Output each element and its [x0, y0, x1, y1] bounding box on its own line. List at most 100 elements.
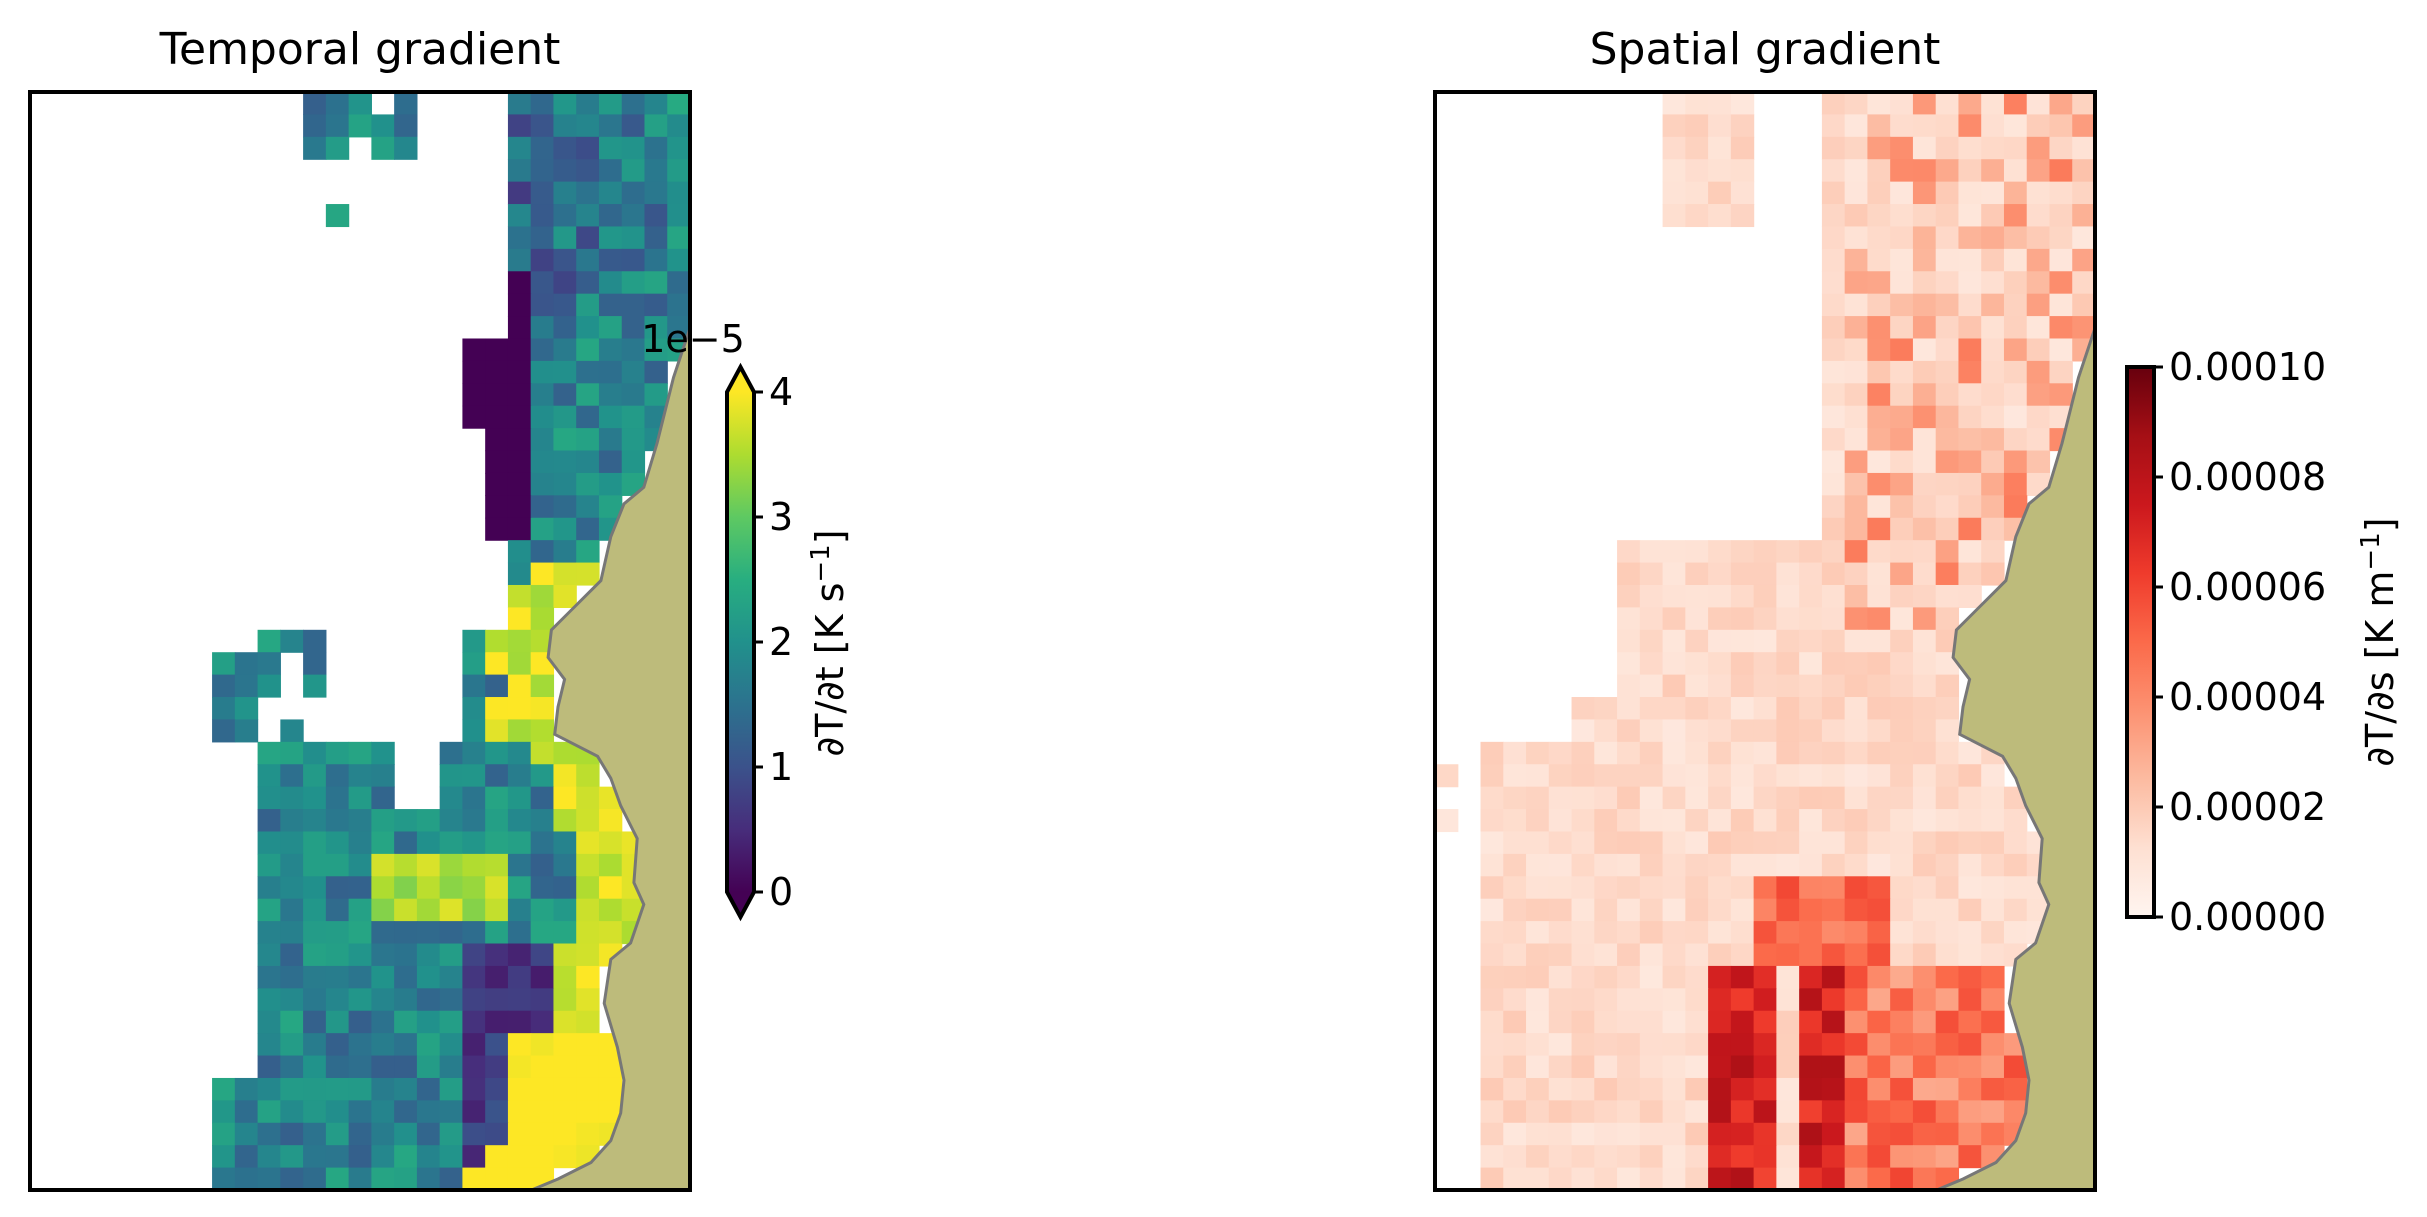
heatmap-cell [1981, 472, 2005, 496]
heatmap-cell [1662, 943, 1686, 967]
heatmap-cell [485, 1122, 509, 1146]
heatmap-cell [1935, 1100, 1960, 1124]
heatmap-cell [1958, 584, 1982, 608]
heatmap-cell [530, 316, 555, 340]
heatmap-cell [1730, 136, 1755, 160]
heatmap-cell [257, 629, 281, 653]
heatmap-cell [1776, 853, 1800, 877]
heatmap-cell [553, 764, 577, 788]
heatmap-cell [553, 1122, 577, 1146]
heatmap-cell [598, 181, 623, 205]
heatmap-cell [644, 136, 668, 160]
heatmap-cell [2003, 204, 2028, 228]
heatmap-cell [1981, 1077, 2005, 1101]
heatmap-cell [1480, 1077, 1504, 1101]
heatmap-cell [439, 1055, 464, 1079]
heatmap-cell [1958, 1010, 1982, 1034]
heatmap-cell [462, 831, 486, 855]
heatmap-cell [1867, 204, 1891, 228]
heatmap-cell [507, 114, 532, 138]
heatmap-cell [576, 159, 600, 183]
heatmap-cell [257, 898, 281, 922]
heatmap-cell [1480, 1033, 1504, 1057]
heatmap-cell [1912, 764, 1937, 788]
heatmap-cell [1639, 652, 1664, 676]
heatmap-cell [1935, 988, 1960, 1012]
heatmap-cell [439, 786, 464, 810]
heatmap-cell [371, 965, 395, 989]
heatmap-cell [1958, 383, 1982, 407]
heatmap-cell [1890, 159, 1914, 183]
heatmap-cell [1981, 1100, 2005, 1124]
heatmap-cell [1662, 136, 1686, 160]
heatmap-cell [530, 584, 555, 608]
heatmap-cell [1799, 719, 1823, 743]
heatmap-cell [1799, 1145, 1823, 1169]
heatmap-cell [1594, 719, 1618, 743]
heatmap-cell [1844, 338, 1869, 362]
heatmap-cell [1890, 114, 1914, 138]
heatmap-cell [1912, 965, 1937, 989]
heatmap-cell [371, 741, 395, 765]
heatmap-cell [2049, 226, 2073, 250]
heatmap-cell [1594, 943, 1618, 967]
heatmap-cell [485, 674, 509, 698]
heatmap-cell [1776, 1100, 1800, 1124]
heatmap-cell [1958, 271, 1982, 295]
heatmap-cell [1594, 831, 1618, 855]
heatmap-cell [371, 114, 395, 138]
heatmap-cell [1685, 741, 1709, 765]
heatmap-cell [1981, 405, 2005, 429]
heatmap-cell [212, 697, 236, 721]
heatmap-cell [1617, 786, 1641, 810]
heatmap-cell [1685, 629, 1709, 653]
heatmap-cell [530, 405, 555, 429]
heatmap-cell [1548, 965, 1573, 989]
heatmap-cell [257, 831, 281, 855]
heatmap-cell [1753, 1055, 1777, 1079]
spatial-gradient-panel: Spatial gradient 0.000000.000020.000040.… [1433, 24, 2402, 1192]
heatmap-cell [1480, 1100, 1504, 1124]
heatmap-cell [2026, 181, 2051, 205]
heatmap-cell [394, 136, 418, 160]
heatmap-cell [1503, 831, 1527, 855]
heatmap-cell [530, 1010, 555, 1034]
heatmap-cell [325, 921, 350, 945]
heatmap-cell [1821, 719, 1846, 743]
heatmap-cell [1912, 786, 1937, 810]
heatmap-cell [1639, 584, 1664, 608]
heatmap-cell [507, 988, 532, 1012]
heatmap-cell [439, 831, 464, 855]
heatmap-cell [1935, 831, 1960, 855]
heatmap-cell [1548, 831, 1573, 855]
heatmap-cell [1799, 540, 1823, 564]
heatmap-cell [325, 1055, 350, 1079]
heatmap-cell [234, 1122, 259, 1146]
heatmap-cell [1526, 831, 1550, 855]
heatmap-cell [1867, 764, 1891, 788]
heatmap-cell [485, 876, 509, 900]
heatmap-cell [303, 809, 327, 833]
heatmap-cell [1753, 607, 1777, 631]
heatmap-cell [530, 428, 555, 452]
colorbar-tick-label: 2 [769, 620, 793, 664]
heatmap-cell [303, 629, 327, 653]
heatmap-cell [1821, 248, 1846, 272]
colorbar-tick-label: 4 [769, 370, 793, 414]
heatmap-cell [303, 1100, 327, 1124]
heatmap-cell [1981, 786, 2005, 810]
heatmap-cell [1935, 719, 1960, 743]
heatmap-cell [1594, 1145, 1618, 1169]
heatmap-cell [234, 652, 259, 676]
heatmap-cell [1730, 764, 1755, 788]
heatmap-cell [1981, 450, 2005, 474]
heatmap-cell [1935, 965, 1960, 989]
heatmap-cell [1639, 1010, 1664, 1034]
heatmap-cell [439, 921, 464, 945]
heatmap-cell [1844, 898, 1869, 922]
heatmap-cell [1844, 1145, 1869, 1169]
heatmap-cell [212, 652, 236, 676]
heatmap-cell [280, 1145, 304, 1169]
heatmap-cell [1821, 988, 1846, 1012]
heatmap-cell [1617, 652, 1641, 676]
